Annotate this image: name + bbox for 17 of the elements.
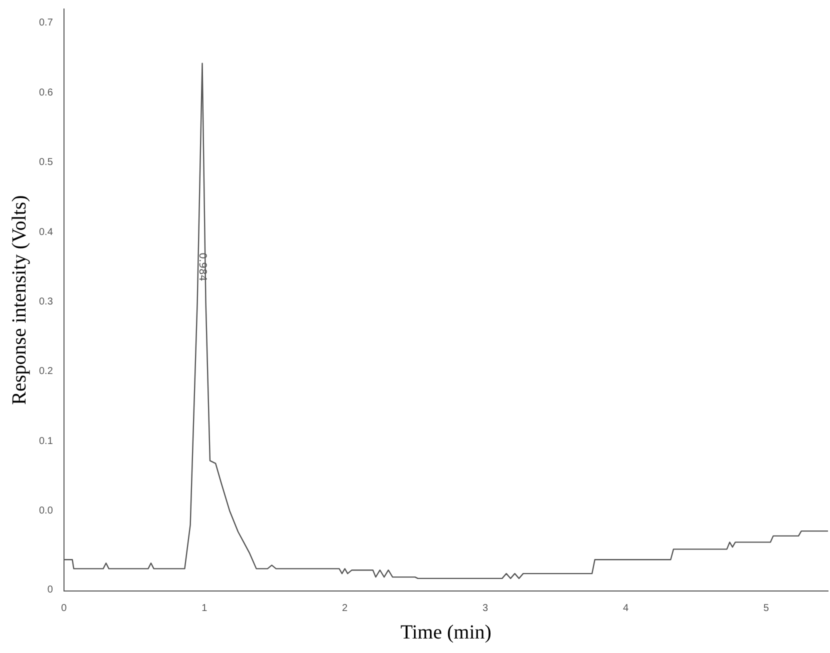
x-tick-label: 3 xyxy=(482,602,488,614)
y-tick-label: 0.4 xyxy=(38,226,54,238)
y-tick-label: 0.5 xyxy=(38,157,54,168)
y-tick-label: 0.1 xyxy=(38,436,54,447)
y-tick-label: 0.3 xyxy=(38,296,54,308)
y-tick-label: 0.0 xyxy=(38,506,54,517)
x-tick-label: 4 xyxy=(622,602,629,614)
y-tick-label: 0.2 xyxy=(38,366,54,378)
x-tick-label: 0 xyxy=(61,602,68,614)
x-tick-label: 2 xyxy=(342,602,348,614)
y-tick-label: 0 xyxy=(47,584,54,596)
y-axis-title: Response intensity (Volts) xyxy=(8,195,30,405)
y-tick-label: 0.6 xyxy=(38,87,54,98)
x-tick-label: 5 xyxy=(763,602,770,614)
x-axis-title: Time (min) xyxy=(400,621,492,644)
x-tick-label: 1 xyxy=(202,602,208,614)
y-tick-label: 0.7 xyxy=(38,18,54,29)
